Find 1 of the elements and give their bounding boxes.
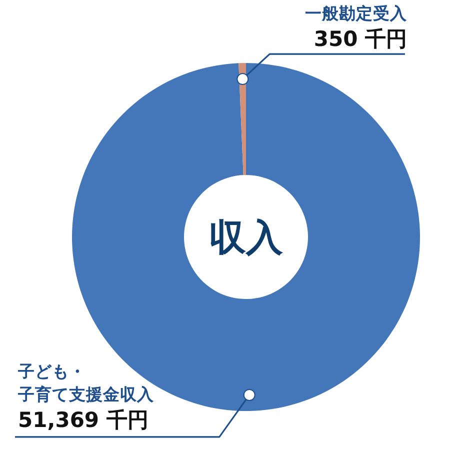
title: 収入 [209,216,283,259]
